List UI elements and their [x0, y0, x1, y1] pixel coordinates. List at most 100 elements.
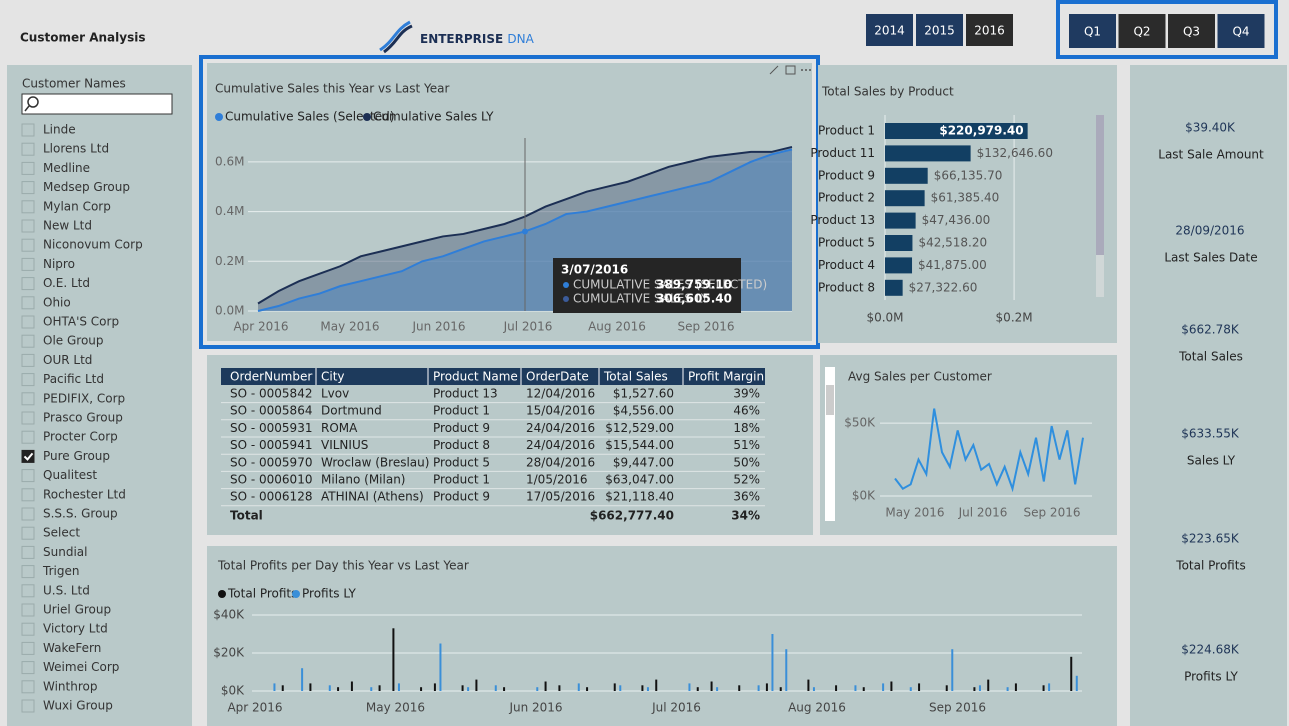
slicer-item[interactable]: Nipro	[43, 257, 75, 271]
slicer-item[interactable]: OUR Ltd	[43, 353, 92, 367]
quarter-button[interactable]	[1069, 14, 1116, 48]
checkbox[interactable]	[21, 584, 35, 598]
quarter-button-label[interactable]: Q3	[1183, 25, 1200, 39]
slicer-item[interactable]: Rochester Ltd	[43, 487, 126, 501]
checkbox[interactable]	[21, 181, 35, 195]
slicer-item[interactable]: Weimei Corp	[43, 660, 119, 674]
slicer-item[interactable]: O.E. Ltd	[43, 276, 90, 290]
column-header[interactable]: City	[321, 370, 345, 384]
checkbox[interactable]	[21, 334, 35, 348]
slicer-item[interactable]: Victory Ltd	[43, 622, 108, 636]
quarter-button[interactable]	[1168, 14, 1215, 48]
slicer-item[interactable]: Ohio	[43, 295, 71, 309]
checkbox[interactable]	[21, 641, 35, 655]
tooltip-marker	[563, 282, 569, 288]
slicer-item[interactable]: Procter Corp	[43, 430, 118, 444]
checkbox[interactable]	[21, 257, 35, 271]
slicer-item[interactable]: Medsep Group	[43, 180, 130, 194]
table-cell: $4,556.00	[613, 404, 674, 418]
quarter-button[interactable]	[1217, 14, 1265, 48]
slicer-item[interactable]: Linde	[43, 123, 76, 137]
slicer-item[interactable]: Wuxi Group	[43, 699, 113, 713]
checkbox[interactable]	[21, 123, 35, 137]
quarter-button-label[interactable]: Q4	[1232, 25, 1249, 39]
bar-value-label: $27,322.60	[909, 280, 978, 294]
slicer-item[interactable]: Winthrop	[43, 679, 97, 693]
slicer-item[interactable]: Trigen	[42, 564, 79, 578]
slicer-item[interactable]: S.S.S. Group	[43, 507, 118, 521]
checkbox[interactable]	[21, 507, 35, 521]
slicer-item[interactable]: Medline	[43, 161, 90, 175]
scroll-thumb[interactable]	[826, 385, 834, 415]
year-button-label[interactable]: 2014	[874, 24, 905, 38]
slicer-item[interactable]: Sundial	[43, 545, 87, 559]
checkbox[interactable]	[21, 142, 35, 156]
slicer-item[interactable]: Llorens Ltd	[43, 142, 109, 156]
table-cell: SO - 0005864	[230, 404, 312, 418]
checkbox[interactable]	[21, 277, 35, 291]
year-button[interactable]	[966, 14, 1013, 46]
visual-header-icons	[769, 65, 811, 75]
slicer-item[interactable]: Pure Group	[43, 449, 110, 463]
quarter-button[interactable]	[1118, 14, 1166, 48]
bar	[1014, 683, 1017, 691]
slicer-item[interactable]: Uriel Group	[43, 603, 111, 617]
checkbox[interactable]	[21, 238, 35, 252]
slicer-item[interactable]: Select	[43, 526, 80, 540]
year-button-label[interactable]: 2015	[924, 24, 955, 38]
slicer-item[interactable]: Mylan Corp	[43, 199, 111, 213]
checkbox[interactable]	[21, 353, 35, 367]
kpi-value: $39.40K	[1185, 121, 1236, 135]
column-header[interactable]: OrderDate	[526, 370, 589, 384]
year-button[interactable]	[866, 14, 913, 46]
slicer-item[interactable]: U.S. Ltd	[43, 583, 90, 597]
checkbox[interactable]	[21, 392, 35, 406]
checkbox[interactable]	[21, 680, 35, 694]
product-scroll-thumb[interactable]	[1096, 115, 1104, 255]
checkbox[interactable]	[21, 219, 35, 233]
year-button[interactable]	[916, 14, 963, 46]
slicer-item[interactable]: OHTA'S Corp	[43, 315, 119, 329]
slicer-item[interactable]: New Ltd	[43, 219, 92, 233]
quarter-button-label[interactable]: Q1	[1084, 25, 1101, 39]
slicer-item[interactable]: Niconovum Corp	[43, 238, 143, 252]
checkbox[interactable]	[21, 526, 35, 540]
checkbox[interactable]	[21, 661, 35, 675]
checkbox[interactable]	[21, 545, 35, 559]
checkbox[interactable]	[21, 411, 35, 425]
checkbox[interactable]	[21, 622, 35, 636]
quarter-button-label[interactable]: Q2	[1133, 25, 1150, 39]
column-header[interactable]: Total Sales	[603, 370, 668, 384]
x-tick-label: May 2016	[320, 320, 379, 334]
table-cell: 18%	[733, 421, 760, 435]
checkbox[interactable]	[21, 603, 35, 617]
slicer-item[interactable]: Prasco Group	[43, 411, 123, 425]
checkbox[interactable]	[21, 296, 35, 310]
checkbox[interactable]	[21, 699, 35, 713]
checkbox[interactable]	[21, 565, 35, 579]
slicer-item[interactable]: Ole Group	[43, 334, 104, 348]
total-margin: 34%	[731, 509, 760, 523]
y-tick-label: $40K	[213, 608, 245, 622]
slicer-item[interactable]: WakeFern	[43, 641, 101, 655]
checkbox[interactable]	[21, 373, 35, 387]
scrollbar[interactable]	[825, 367, 835, 521]
checkbox[interactable]	[21, 449, 35, 463]
column-header[interactable]: Product Name	[433, 370, 518, 384]
slicer-label: Customer Names	[22, 77, 126, 91]
slicer-item[interactable]: Pacific Ltd	[43, 372, 104, 386]
slicer-item[interactable]: Qualitest	[43, 468, 97, 482]
checkbox[interactable]	[21, 488, 35, 502]
kpi-panel	[1130, 65, 1287, 726]
checkbox[interactable]	[21, 469, 35, 483]
column-header[interactable]: OrderNumber	[230, 370, 312, 384]
column-header[interactable]: Profit Margin	[688, 370, 764, 384]
checkbox[interactable]	[21, 200, 35, 214]
kpi-label: Total Profits	[1175, 559, 1245, 573]
search-box[interactable]	[21, 93, 173, 115]
checkbox[interactable]	[21, 161, 35, 175]
checkbox[interactable]	[21, 315, 35, 329]
year-button-label[interactable]: 2016	[974, 24, 1005, 38]
checkbox[interactable]	[21, 430, 35, 444]
slicer-item[interactable]: PEDIFIX, Corp	[43, 391, 125, 405]
